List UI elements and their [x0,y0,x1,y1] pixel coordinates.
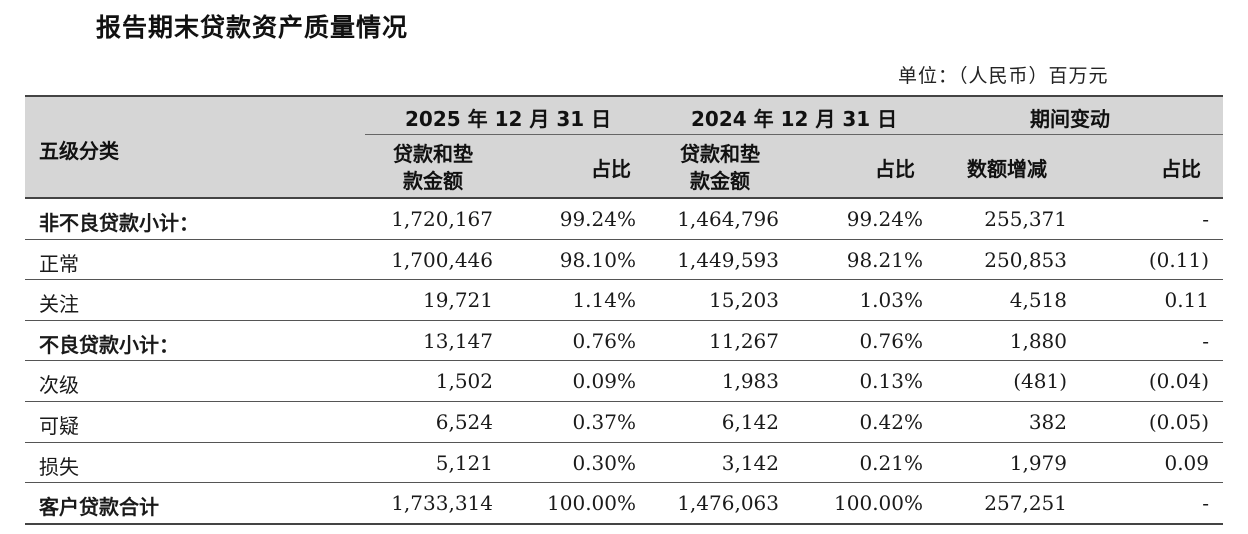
table-row: 客户贷款合计 1,733,314 100.00% 1,476,063 100.0… [25,483,1223,525]
amount-2025: 1,700,446 [391,247,493,272]
ratio-2024: 99.24% [846,207,923,231]
delta-ratio: - [1202,207,1209,231]
amount-2024: 1,449,593 [677,247,779,272]
table-header: 五级分类 2025 年 12 月 31 日 2024 年 12 月 31 日 期… [25,95,1223,199]
ratio-2024: 1.03% [859,288,923,313]
unit-label: 单位：（人民币）百万元 [898,65,1109,87]
amount-2024: 1,983 [721,369,779,394]
ratio-2025: 99.24% [559,207,636,231]
delta-amount: 255,371 [984,207,1067,231]
table-row: 可疑 6,524 0.37% 6,142 0.42% 382 (0.05) [25,402,1223,443]
loan-quality-table: 五级分类 2025 年 12 月 31 日 2024 年 12 月 31 日 期… [25,95,1223,525]
table-row: 非不良贷款小计： 1,720,167 99.24% 1,464,796 99.2… [25,199,1223,240]
ratio-2025: 1.14% [572,288,636,313]
amount-2025: 1,733,314 [391,491,493,516]
amount-2025: 1,720,167 [391,207,493,231]
ratio-2025: 98.10% [559,247,636,272]
row-label: 损失 [39,454,79,479]
ratio-2024: 0.76% [859,328,923,353]
table-row: 次级 1,502 0.09% 1,983 0.13% (481) (0.04) [25,361,1223,402]
ratio-2025: 0.76% [572,328,636,353]
header-ratio-2024: 占比 [875,157,915,181]
header-divider [365,134,1223,135]
ratio-2024: 0.13% [859,369,923,394]
amount-2024: 11,267 [709,328,779,353]
ratio-2024: 100.00% [834,491,923,516]
row-label: 次级 [39,373,79,398]
ratio-2024: 98.21% [846,247,923,272]
header-category: 五级分类 [39,139,119,163]
header-change: 期间变动 [1030,107,1110,131]
row-label: 非不良贷款小计： [39,211,199,235]
delta-amount: (481) [1013,369,1067,394]
row-label: 可疑 [39,413,79,438]
amount-2025: 1,502 [435,369,493,394]
table-row: 损失 5,121 0.30% 3,142 0.21% 1,979 0.09 [25,443,1223,484]
header-period-2024: 2024 年 12 月 31 日 [691,107,898,131]
page-title: 报告期末贷款资产质量情况 [96,13,409,42]
amount-2024: 1,464,796 [677,207,779,231]
amount-2024: 1,476,063 [677,491,779,516]
delta-amount: 382 [1028,409,1067,434]
delta-amount: 250,853 [984,247,1067,272]
header-period-2025: 2025 年 12 月 31 日 [405,107,612,131]
delta-amount: 1,880 [1009,328,1067,353]
header-ratio-2025: 占比 [591,157,631,181]
delta-amount: 4,518 [1009,288,1067,313]
ratio-2025: 0.09% [572,369,636,394]
header-delta: 数额增减 [967,157,1047,181]
delta-amount: 257,251 [984,491,1067,516]
table-row: 正常 1,700,446 98.10% 1,449,593 98.21% 250… [25,240,1223,281]
delta-ratio: (0.11) [1148,247,1209,272]
row-label: 客户贷款合计 [39,495,159,520]
delta-ratio: - [1202,491,1209,516]
ratio-2025: 100.00% [547,491,636,516]
amount-2025: 19,721 [423,288,493,313]
delta-ratio: 0.09 [1164,450,1209,475]
amount-2025: 5,121 [435,450,493,475]
table-row: 关注 19,721 1.14% 15,203 1.03% 4,518 0.11 [25,280,1223,321]
ratio-2024: 0.21% [859,450,923,475]
table-body: 非不良贷款小计： 1,720,167 99.24% 1,464,796 99.2… [25,199,1223,525]
amount-2024: 15,203 [709,288,779,313]
amount-2024: 6,142 [721,409,779,434]
delta-ratio: - [1202,328,1209,353]
delta-ratio: (0.04) [1148,369,1209,394]
header-delta-ratio: 占比 [1161,157,1201,181]
delta-amount: 1,979 [1009,450,1067,475]
amount-2025: 6,524 [435,409,493,434]
amount-2024: 3,142 [721,450,779,475]
ratio-2025: 0.30% [572,450,636,475]
row-label: 关注 [39,292,79,317]
ratio-2024: 0.42% [859,409,923,434]
amount-2025: 13,147 [423,328,493,353]
header-amount-2025: 贷款和垫 款金额 [393,142,473,193]
row-label: 不良贷款小计： [39,332,179,357]
table-row: 不良贷款小计： 13,147 0.76% 11,267 0.76% 1,880 … [25,321,1223,362]
delta-ratio: 0.11 [1164,288,1209,313]
ratio-2025: 0.37% [572,409,636,434]
row-label: 正常 [39,251,79,276]
delta-ratio: (0.05) [1148,409,1209,434]
header-amount-2024: 贷款和垫 款金额 [680,142,760,193]
